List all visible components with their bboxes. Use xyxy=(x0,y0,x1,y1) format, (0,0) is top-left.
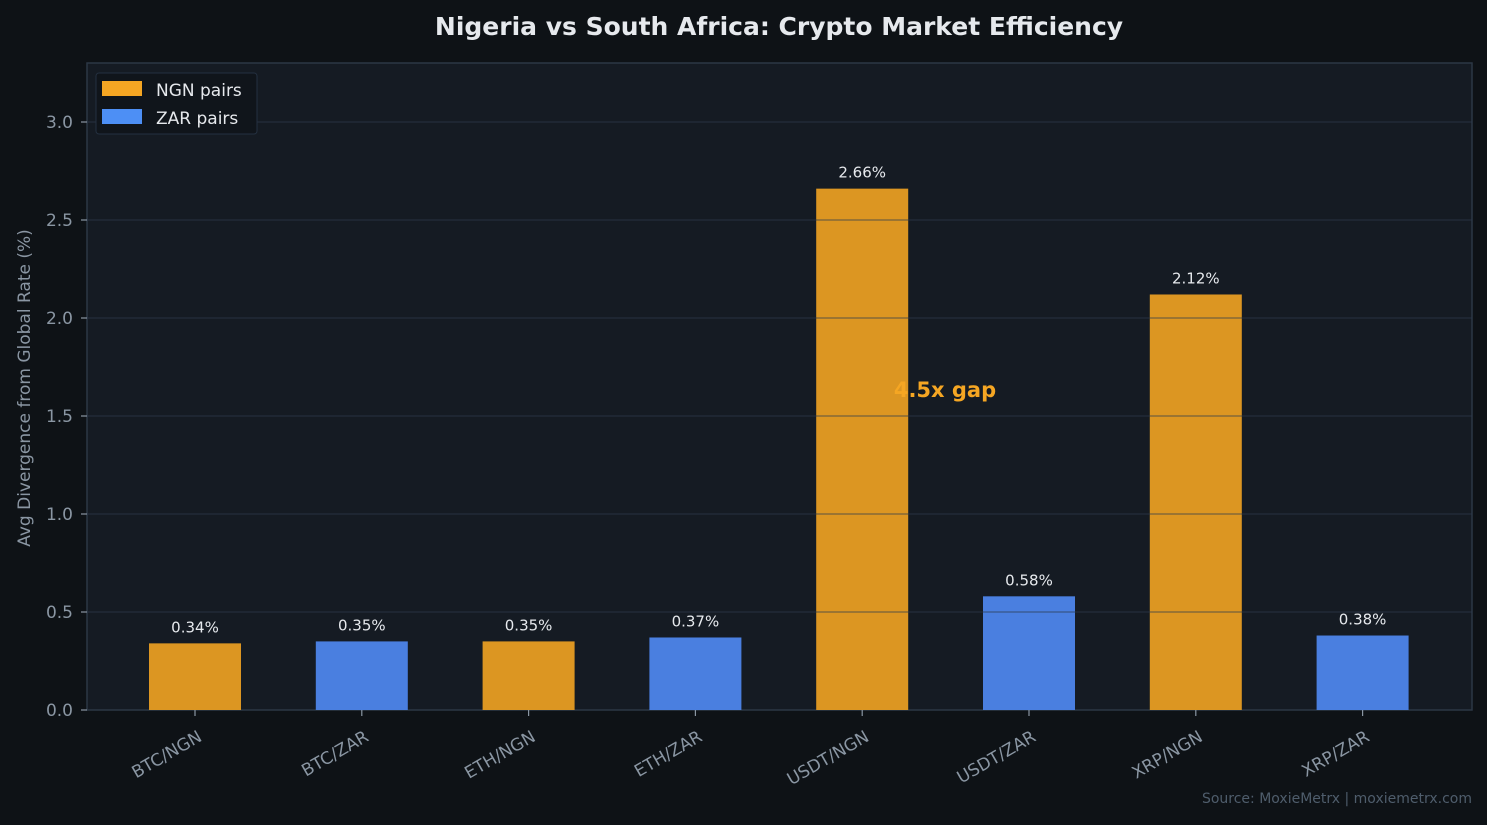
data-label: 0.35% xyxy=(338,616,386,634)
chart-title: Nigeria vs South Africa: Crypto Market E… xyxy=(435,12,1123,41)
data-label: 0.34% xyxy=(171,618,219,636)
legend-swatch-ngn xyxy=(102,81,142,96)
data-label: 0.35% xyxy=(505,616,553,634)
y-tick-label: 0.0 xyxy=(46,701,73,721)
x-tick-label: USDT/ZAR xyxy=(954,727,1040,788)
x-tick-label: XRP/NGN xyxy=(1129,727,1207,783)
plot-area xyxy=(86,62,1473,711)
data-label: 0.58% xyxy=(1005,571,1053,589)
source-note: Source: MoxieMetrx | moxiemetrx.com xyxy=(1202,791,1472,807)
y-tick-label: 2.5 xyxy=(46,211,73,231)
bar-xrp-ngn xyxy=(1149,294,1242,710)
legend: NGN pairs ZAR pairs xyxy=(95,72,258,135)
y-tick-label: 2.0 xyxy=(46,309,73,329)
x-tick-label: XRP/ZAR xyxy=(1299,727,1374,782)
bar-xrp-zar xyxy=(1316,635,1409,710)
bar-btc-ngn xyxy=(149,643,241,710)
annotation-gap: 4.5x gap xyxy=(894,378,996,402)
x-tick-label: ETH/NGN xyxy=(461,727,539,783)
data-label: 0.38% xyxy=(1339,611,1387,629)
bar-usdt-zar xyxy=(983,596,1075,710)
bar-usdt-ngn xyxy=(816,188,909,710)
legend-swatch-zar xyxy=(102,109,142,124)
y-axis-label: Avg Divergence from Global Rate (%) xyxy=(15,229,35,547)
legend-label-zar: ZAR pairs xyxy=(156,109,238,129)
x-tick-label: USDT/NGN xyxy=(784,727,873,790)
bar-eth-zar xyxy=(649,637,742,710)
y-tick-label: 1.0 xyxy=(46,505,73,525)
bar-eth-ngn xyxy=(482,641,575,710)
legend-label-ngn: NGN pairs xyxy=(156,81,242,101)
x-tick-label: BTC/NGN xyxy=(129,727,206,783)
data-label: 0.37% xyxy=(672,612,720,630)
x-tick-label: ETH/ZAR xyxy=(631,727,706,782)
y-tick-label: 1.5 xyxy=(46,407,73,427)
y-tick-label: 0.5 xyxy=(46,603,73,623)
data-label: 2.12% xyxy=(1172,269,1220,287)
data-label: 2.66% xyxy=(838,164,886,182)
bar-btc-zar xyxy=(315,641,408,710)
x-tick-label: BTC/ZAR xyxy=(298,727,372,781)
y-tick-label: 3.0 xyxy=(46,113,73,133)
